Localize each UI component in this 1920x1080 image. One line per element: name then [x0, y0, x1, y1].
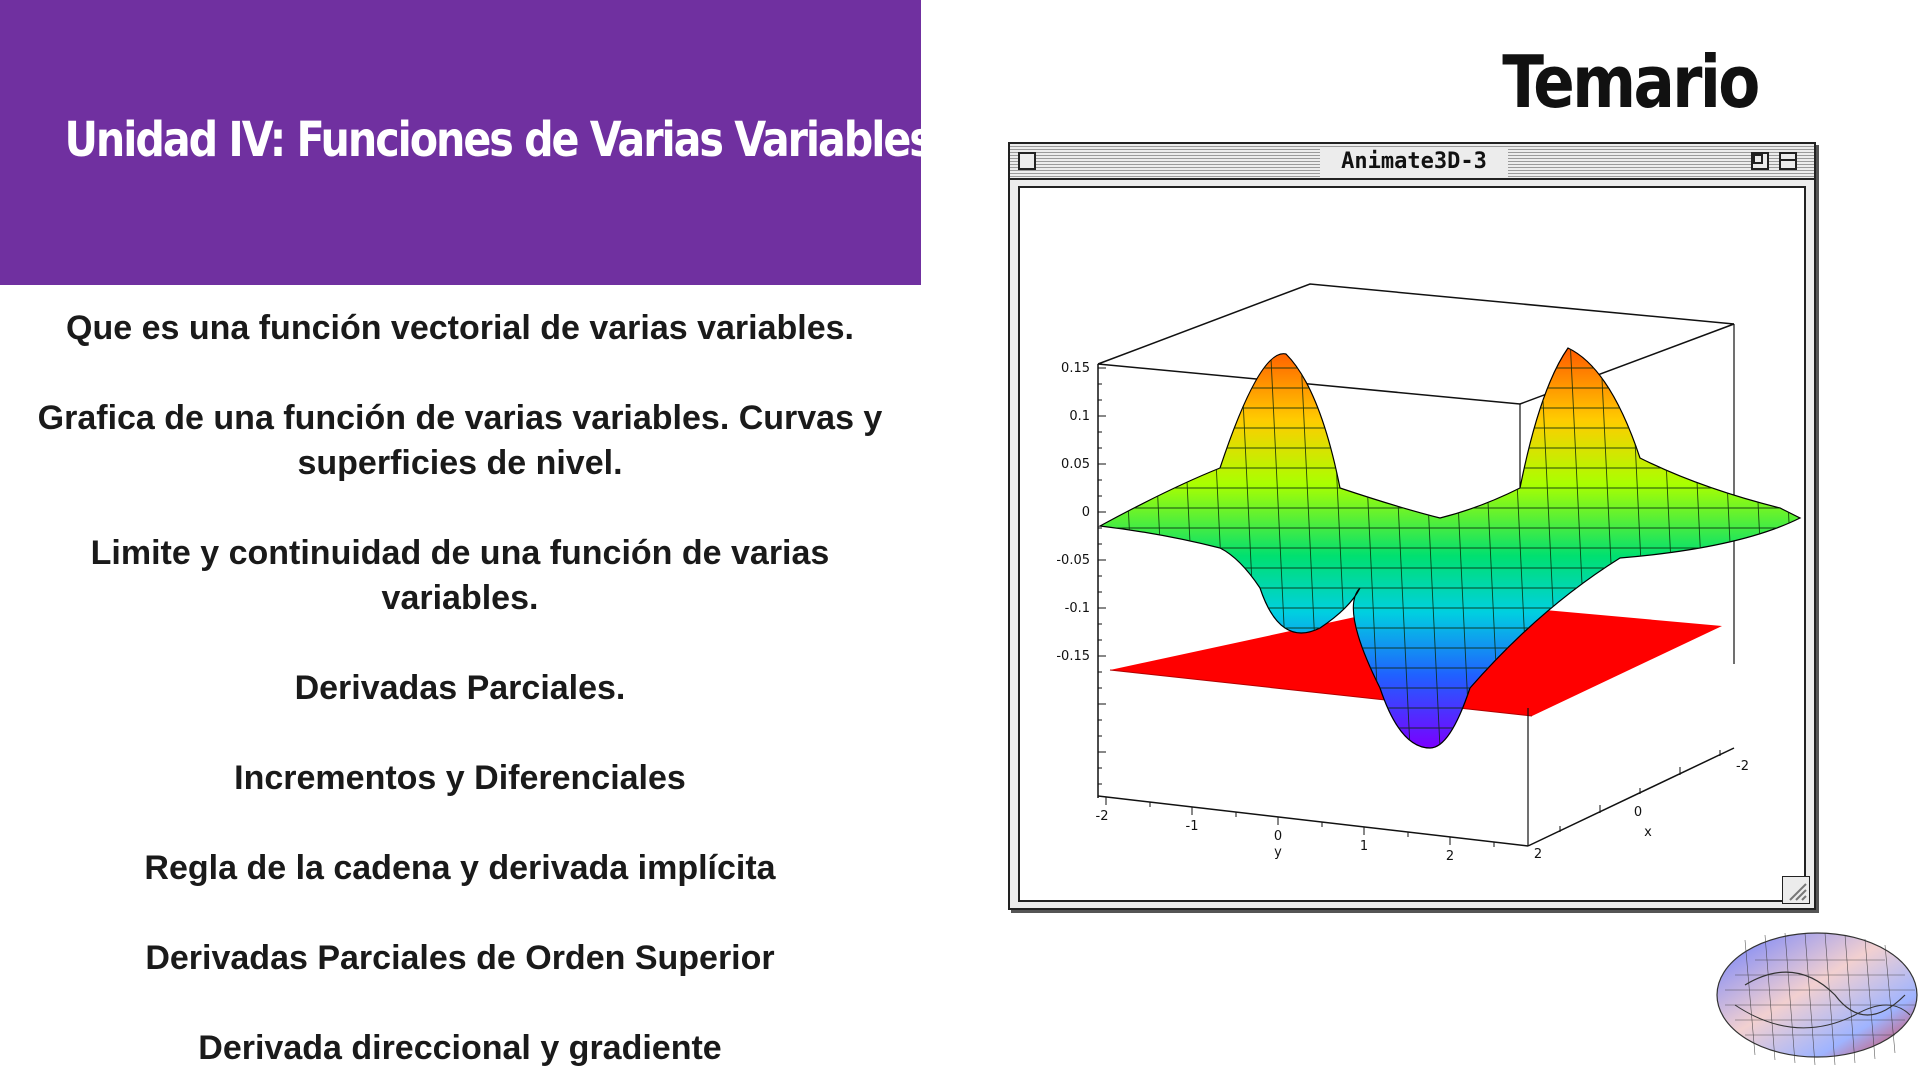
topic-list: Que es una función vectorial de varias v… [0, 0, 921, 1080]
resize-grip-icon[interactable] [1782, 876, 1810, 904]
page-title: Temario [1502, 40, 1760, 124]
topic-item: Grafica de una función de varias variabl… [37, 399, 883, 482]
z-axis-ticks [1098, 367, 1106, 785]
y-tick-label: -2 [1096, 809, 1109, 824]
z-tick-label: 0.15 [1061, 361, 1090, 376]
close-box-icon[interactable] [1018, 152, 1036, 170]
z-tick-label: -0.15 [1056, 649, 1090, 664]
y-tick-label: 0 [1274, 829, 1282, 844]
topic-item: Derivadas Parciales. [294, 669, 626, 707]
topic-item: Derivadas Parciales de Orden Superior [145, 939, 775, 977]
topic-item: Derivada direccional y gradiente [198, 1029, 722, 1067]
torus-surface-icon [1716, 932, 1918, 1066]
x-axis-ticks [1559, 750, 1721, 832]
topic-item: Regla de la cadena y derivada implícita [144, 849, 776, 887]
z-tick-label: -0.1 [1065, 601, 1090, 616]
header-banner: Unidad IV: Funciones de Varias Variables [0, 0, 934, 285]
topic-item: Limite y continuidad de una función de v… [90, 534, 830, 617]
y-tick-label: -1 [1186, 819, 1199, 834]
z-tick-label: 0 [1082, 505, 1090, 520]
surface [1098, 347, 1802, 749]
topic-item: Incrementos y Diferenciales [234, 759, 686, 797]
collapse-box-icon[interactable] [1779, 152, 1797, 170]
z-tick-label: 0.05 [1061, 457, 1090, 472]
y-axis-label: y [1274, 845, 1282, 860]
z-tick-label: 0.1 [1069, 409, 1090, 424]
window-title-bar[interactable]: Animate3D-3 [1010, 144, 1814, 180]
x-tick-label: -2 [1736, 759, 1749, 774]
animate3d-window: Animate3D-3 [1008, 142, 1816, 910]
y-tick-label: 2 [1446, 849, 1454, 864]
header-title: Unidad IV: Funciones de Varias Variables [64, 112, 933, 168]
x-tick-label: 2 [1534, 847, 1542, 862]
window-title: Animate3D-3 [1320, 147, 1508, 177]
plot-area: 0.15 0.1 0.05 0 -0.05 -0.1 -0.15 -2 -1 0… [1018, 186, 1806, 902]
z-tick-label: -0.05 [1056, 553, 1090, 568]
x-tick-label: 0 [1634, 805, 1642, 820]
x-axis-label: x [1644, 825, 1652, 840]
y-tick-label: 1 [1360, 839, 1368, 854]
y-axis-ticks [1105, 797, 1495, 847]
topic-item: Que es una función vectorial de varias v… [66, 309, 854, 347]
zoom-box-icon[interactable] [1751, 152, 1769, 170]
surface-plot: 0.15 0.1 0.05 0 -0.05 -0.1 -0.15 -2 -1 0… [1056, 283, 1802, 864]
